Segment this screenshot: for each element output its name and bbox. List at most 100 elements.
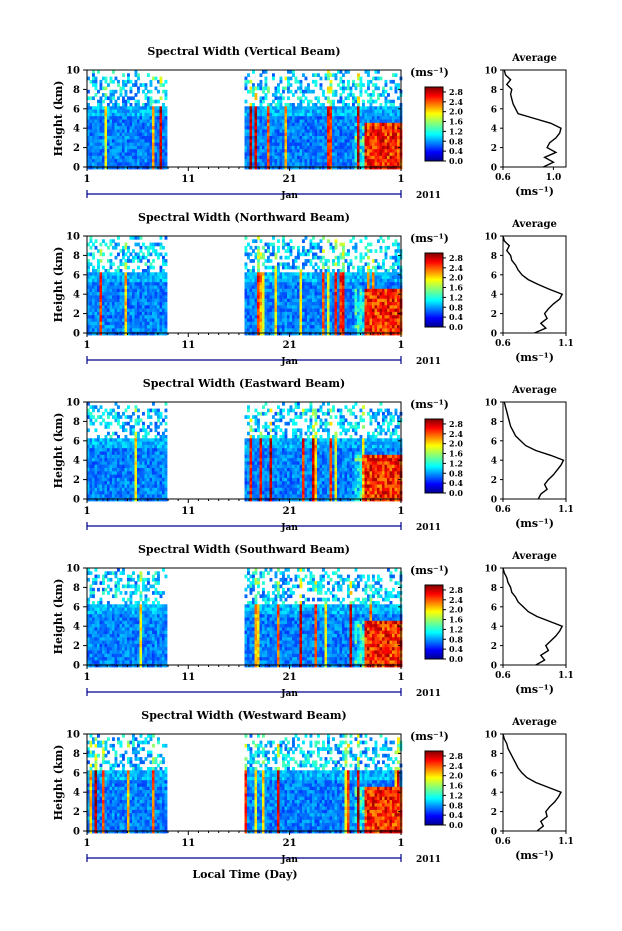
heatmap-cell	[359, 292, 363, 296]
heatmap-cell	[277, 265, 280, 270]
heatmap-cell	[302, 129, 305, 134]
heatmap-cell	[357, 288, 360, 293]
heatmap-cell	[282, 136, 285, 140]
heatmap-cell	[89, 461, 93, 466]
heatmap-cell	[157, 126, 160, 130]
heatmap-cell	[132, 236, 135, 240]
heatmap-cell	[164, 325, 168, 329]
heatmap-cell	[149, 262, 153, 267]
heatmap-cell	[154, 99, 158, 104]
heatmap-cell	[157, 285, 160, 290]
heatmap-cell	[164, 295, 168, 300]
heatmap-cell	[367, 132, 370, 137]
heatmap-cell	[257, 112, 260, 117]
heatmap-cell	[367, 145, 370, 150]
heatmap-cell	[124, 318, 128, 323]
heatmap-cell	[384, 305, 388, 309]
heatmap-cell	[317, 119, 320, 124]
heatmap-cell	[117, 438, 120, 442]
heatmap-cell	[97, 487, 100, 492]
heatmap-cell	[272, 298, 275, 303]
heatmap-cell	[97, 491, 100, 495]
heatmap-cell	[357, 269, 360, 273]
heatmap-cell	[317, 139, 320, 143]
heatmap-cell	[282, 239, 285, 243]
heatmap-cell	[279, 93, 283, 97]
heatmap-cell	[112, 315, 115, 319]
heatmap-cell	[382, 302, 385, 306]
heatmap-cell	[277, 139, 280, 143]
average-y-tick-label: 6	[491, 105, 497, 115]
heatmap-cell	[137, 325, 140, 329]
heatmap-cell	[264, 295, 268, 300]
heatmap-cell	[94, 245, 98, 250]
heatmap-cell	[89, 308, 93, 313]
heatmap-cell	[104, 454, 108, 459]
heatmap-cell	[109, 122, 113, 127]
heatmap-cell	[349, 275, 353, 280]
heatmap-cell	[92, 288, 95, 293]
heatmap-cell	[159, 149, 163, 153]
heatmap-cell	[162, 325, 165, 329]
heatmap-cell	[362, 305, 365, 309]
heatmap-cell	[382, 328, 385, 333]
heatmap-cell	[147, 311, 150, 316]
heatmap-cell	[304, 112, 308, 117]
heatmap-cell	[277, 272, 280, 276]
heatmap-cell	[267, 325, 270, 329]
heatmap-cell	[349, 142, 353, 147]
heatmap-cell	[272, 116, 275, 120]
heatmap-cell	[254, 86, 258, 91]
heatmap-cell	[289, 331, 293, 336]
heatmap-cell	[99, 159, 103, 163]
heatmap-cell	[149, 272, 153, 276]
heatmap-cell	[309, 132, 313, 137]
heatmap-cell	[269, 142, 273, 147]
heatmap-cell	[297, 245, 300, 250]
heatmap-cell	[139, 245, 143, 250]
heatmap-cell	[309, 328, 313, 333]
average-x-label: (ms⁻¹)	[515, 185, 554, 198]
heatmap-cell	[259, 318, 263, 323]
heatmap-cell	[282, 116, 285, 120]
heatmap-cell	[347, 262, 350, 267]
heatmap-cell	[139, 318, 143, 323]
heatmap-cell	[357, 126, 360, 130]
heatmap-cell	[129, 321, 133, 326]
heatmap-cell	[139, 106, 143, 110]
heatmap-cell	[349, 162, 353, 167]
heatmap-cell	[142, 136, 145, 140]
heatmap-cell	[254, 136, 258, 140]
heatmap-cell	[374, 132, 378, 137]
heatmap-cell	[287, 295, 290, 300]
heatmap-cell	[149, 139, 153, 143]
heatmap-cell	[277, 298, 280, 303]
heatmap-cell	[382, 93, 385, 97]
colorbar-tick-label: 0.0	[449, 322, 463, 332]
heatmap-cell	[247, 132, 250, 137]
heatmap-cell	[89, 497, 93, 502]
heatmap-cell	[152, 109, 155, 114]
heatmap-cell	[142, 255, 145, 260]
heatmap-cell	[327, 165, 330, 170]
heatmap-cell	[384, 152, 388, 157]
heatmap-cell	[342, 142, 345, 147]
heatmap-cell	[147, 278, 150, 283]
heatmap-cell	[307, 272, 310, 276]
heatmap-cell	[359, 109, 363, 114]
heatmap-cell	[109, 487, 113, 492]
heatmap-cell	[272, 73, 275, 77]
heatmap-cell	[109, 159, 113, 163]
heatmap-cell	[347, 282, 350, 286]
heatmap-cell	[359, 282, 363, 286]
heatmap-cell	[89, 285, 93, 290]
heatmap-cell	[369, 145, 373, 150]
heatmap-cell	[272, 282, 275, 286]
heatmap-cell	[392, 155, 395, 160]
heatmap-cell	[267, 302, 270, 306]
heatmap-cell	[362, 106, 365, 110]
heatmap-cell	[144, 288, 148, 293]
heatmap-cell	[367, 275, 370, 280]
heatmap-cell	[92, 321, 95, 326]
heatmap-cell	[297, 122, 300, 127]
